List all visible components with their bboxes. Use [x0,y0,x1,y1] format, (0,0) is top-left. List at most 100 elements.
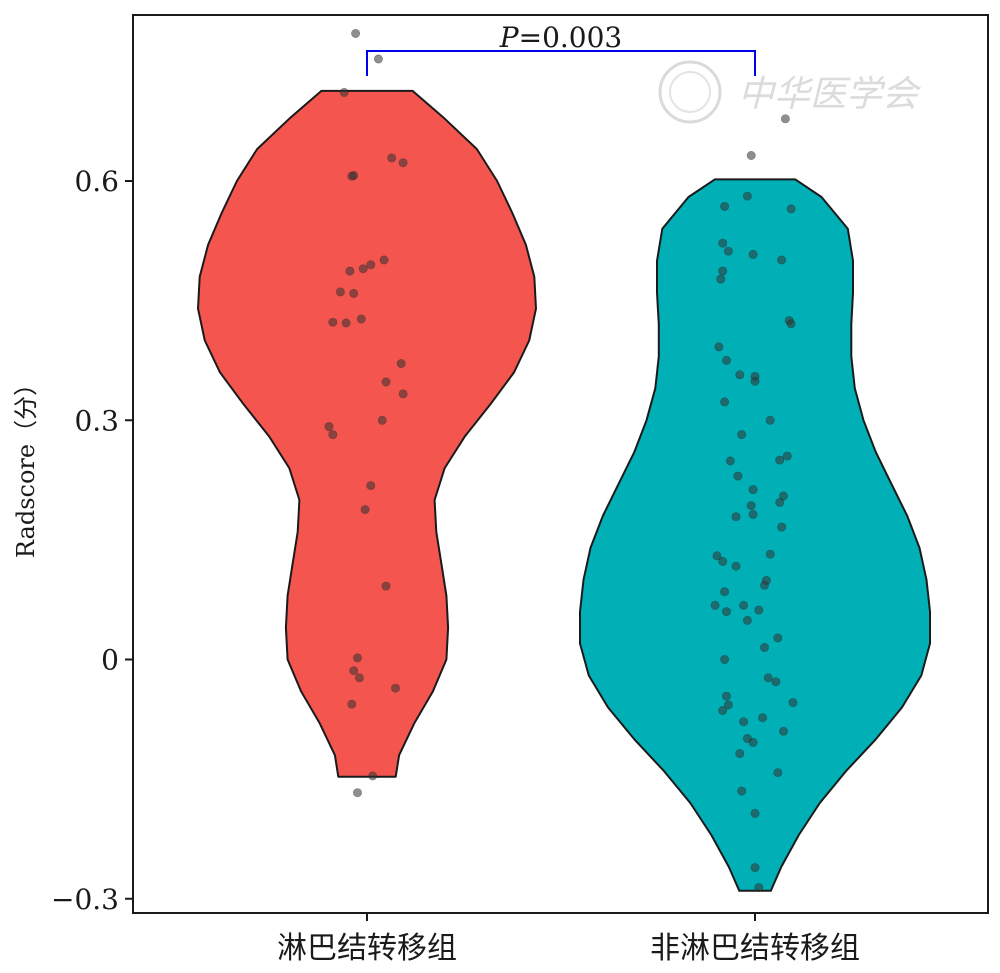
data-point [352,653,362,663]
p-symbol: P [499,21,520,54]
data-point [381,377,391,387]
data-point [723,246,733,256]
data-point [782,451,792,461]
data-point [718,556,728,566]
data-point [778,726,788,736]
data-point [775,497,785,507]
data-point [754,883,764,893]
watermark-seal-icon [658,60,722,124]
data-point [780,114,790,124]
data-point [716,274,726,284]
plot-layer [197,28,931,893]
data-point [735,370,745,380]
data-point [737,430,747,440]
data-point [328,430,338,440]
y-tick-label: 0.3 [74,404,119,437]
watermark-seal-inner [669,71,711,113]
data-point [347,699,357,709]
data-point [352,788,362,798]
data-point [748,737,758,747]
data-point [356,314,366,324]
watermark-text: 中华医学会 [738,74,922,115]
data-point [379,255,389,265]
data-point [746,501,756,511]
data-point [777,255,787,265]
p-value-label: P=0.003 [499,21,622,54]
data-point [759,642,769,652]
data-point [718,266,728,276]
data-point [398,389,408,399]
data-point [710,600,720,610]
data-point [765,415,775,425]
data-point [746,151,756,161]
data-point [739,717,749,727]
data-point [381,581,391,591]
significance-bracket: P=0.003 [366,21,756,76]
data-point [739,600,749,610]
data-point [366,260,376,270]
y-tick-label: 0 [101,644,119,677]
data-point [778,491,788,501]
data-point [786,319,796,329]
data-point [347,171,357,181]
data-point [742,615,752,625]
data-point [750,376,760,386]
data-point [721,355,731,365]
data-point [396,359,406,369]
data-point [777,522,787,532]
data-point [759,580,769,590]
data-point [723,700,733,710]
p-value: =0.003 [519,21,623,54]
data-point [720,397,730,407]
data-point [742,191,752,201]
data-point [366,481,376,491]
data-point [714,342,724,352]
violin-2 [579,178,931,892]
data-point [398,158,408,168]
data-point [328,317,338,327]
plot-frame [132,14,989,914]
violin-1 [197,89,537,778]
data-point [339,88,349,98]
data-point [368,771,378,781]
data-point [754,605,764,615]
y-tick-label: 0.6 [74,165,119,198]
data-point [349,666,359,676]
data-point [341,318,351,328]
data-point [354,673,364,683]
data-point [765,549,775,559]
data-point [748,485,758,495]
data-point [720,202,730,212]
data-point [788,698,798,708]
data-point [712,551,722,561]
data-point [731,561,741,571]
data-point [733,471,743,481]
watermark: 中华医学会 [658,60,922,124]
data-point [735,749,745,759]
data-point [721,691,731,701]
data-point [771,677,781,687]
data-point [720,654,730,664]
data-point [349,288,359,298]
data-point [387,153,397,163]
data-point [373,54,383,64]
data-point [773,768,783,778]
y-tick-label: −0.3 [51,883,119,916]
data-point [377,415,387,425]
data-point [360,505,370,515]
data-point [748,249,758,259]
data-point [358,264,368,274]
data-point [720,587,730,597]
data-point [763,673,773,683]
data-point [390,683,400,693]
data-point [773,633,783,643]
data-point [786,204,796,214]
bracket-line [366,50,756,76]
data-point [750,808,760,818]
x-tick-label: 淋巴结转移组 [277,931,457,966]
data-point [737,786,747,796]
data-point [775,455,785,465]
data-point [725,456,735,466]
data-point [750,863,760,873]
